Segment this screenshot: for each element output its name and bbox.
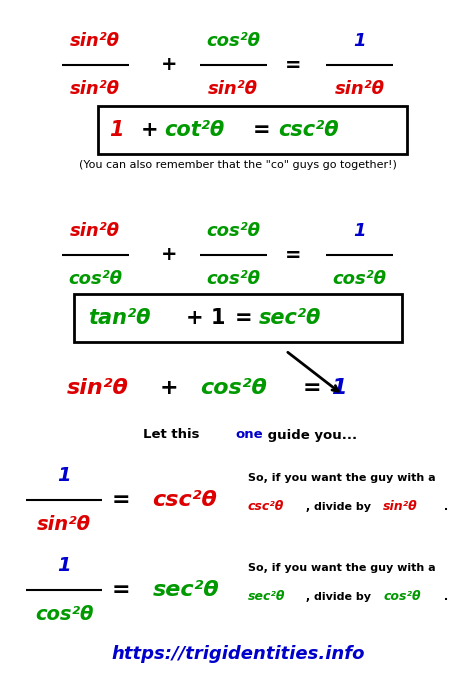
Text: , divide by: , divide by	[302, 592, 371, 602]
Text: cos²θ: cos²θ	[35, 605, 93, 624]
Text: +: +	[140, 120, 158, 140]
Text: 1: 1	[331, 378, 347, 398]
Text: one: one	[236, 428, 263, 441]
Text: +: +	[159, 378, 178, 398]
Text: guide you...: guide you...	[263, 428, 357, 441]
Text: sec²θ: sec²θ	[248, 590, 285, 603]
Text: =: =	[302, 378, 321, 398]
Text: 1: 1	[109, 120, 124, 140]
Text: So, if you want the guy with a: So, if you want the guy with a	[248, 563, 435, 573]
Text: +: +	[161, 245, 177, 265]
Text: =: =	[285, 245, 301, 265]
Text: sin²θ: sin²θ	[208, 80, 258, 98]
Text: cos²θ: cos²θ	[383, 590, 421, 603]
Text: sin²θ: sin²θ	[70, 32, 120, 50]
Text: .: .	[440, 592, 448, 602]
Text: +: +	[161, 56, 177, 75]
FancyBboxPatch shape	[74, 294, 402, 343]
Text: 1: 1	[211, 308, 225, 328]
Text: =: =	[285, 56, 301, 75]
Text: sec²θ: sec²θ	[152, 580, 219, 600]
Text: cot²θ: cot²θ	[164, 120, 225, 140]
Text: cos²θ: cos²θ	[206, 270, 260, 288]
Text: 1: 1	[353, 32, 366, 50]
Text: 1: 1	[58, 466, 71, 485]
Text: sin²θ: sin²θ	[70, 80, 120, 98]
Text: cos²θ: cos²θ	[206, 222, 260, 240]
Text: sin²θ: sin²θ	[383, 500, 418, 513]
Text: https://trigidentities.info: https://trigidentities.info	[111, 645, 365, 663]
Text: sin²θ: sin²θ	[37, 515, 91, 534]
Text: tan²θ: tan²θ	[88, 308, 150, 328]
Text: (You can also remember that the "co" guys go together!): (You can also remember that the "co" guy…	[79, 160, 397, 170]
Text: csc²θ: csc²θ	[248, 500, 284, 513]
Text: So, if you want the guy with a: So, if you want the guy with a	[248, 473, 435, 483]
Text: .: .	[440, 502, 448, 512]
Text: =: =	[112, 580, 131, 600]
Text: =: =	[112, 490, 131, 510]
Text: cos²θ: cos²θ	[206, 32, 260, 50]
Text: cos²θ: cos²θ	[200, 378, 267, 398]
Text: csc²θ: csc²θ	[152, 490, 217, 510]
Text: sin²θ: sin²θ	[67, 378, 129, 398]
Text: 1: 1	[353, 222, 366, 240]
Text: Let this: Let this	[143, 428, 204, 441]
Text: sin²θ: sin²θ	[70, 222, 120, 240]
Text: sin²θ: sin²θ	[334, 80, 385, 98]
Text: 1: 1	[58, 556, 71, 575]
Text: sec²θ: sec²θ	[258, 308, 321, 328]
Text: csc²θ: csc²θ	[278, 120, 339, 140]
Text: cos²θ: cos²θ	[68, 270, 122, 288]
FancyBboxPatch shape	[98, 105, 407, 154]
Text: =: =	[252, 120, 270, 140]
Text: , divide by: , divide by	[302, 502, 371, 512]
Text: +: +	[186, 308, 203, 328]
Text: =: =	[235, 308, 252, 328]
Text: cos²θ: cos²θ	[332, 270, 387, 288]
